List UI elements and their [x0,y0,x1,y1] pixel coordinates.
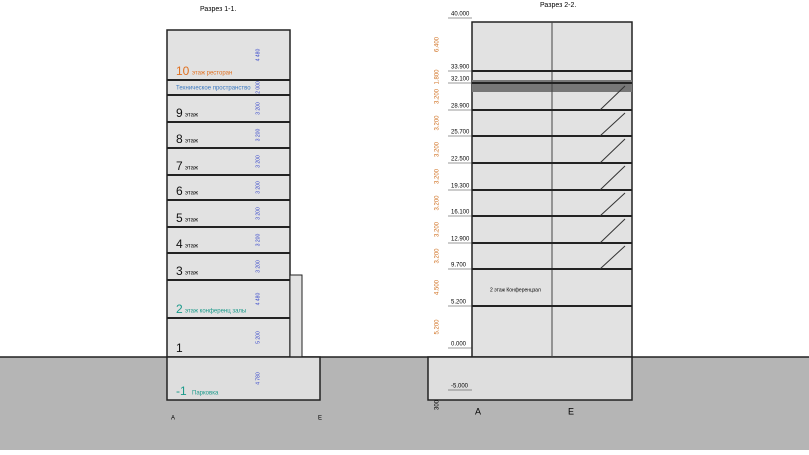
dimension: 3.200 [435,141,441,157]
level-label: 25.700 [451,130,470,136]
level-label: -5.000 [451,384,469,390]
dimension: 2 000 [255,81,261,94]
floor-label: этаж ресторан [192,71,232,77]
floor-label: этаж [185,166,198,172]
dimension: 3 200 [255,181,261,194]
floor-number: 7 [176,159,183,173]
generated: 10 этаж ресторан 4 480 Техническое простран… [167,12,632,422]
level-label: 12.900 [451,237,470,243]
dimension: 3 200 [255,129,261,142]
dimension: 3.200 [435,168,441,184]
dimension: 3 200 [255,102,261,115]
title-1: Разрез 1-1. [200,6,236,13]
dimension: 4 480 [255,293,261,306]
dimension: 4.500 [435,279,441,295]
floor-label: этаж [185,218,198,224]
level-label: 19.300 [451,184,470,190]
dimension: 4 480 [255,49,261,62]
level-label: 9.700 [451,263,467,269]
dimension: 3 200 [255,234,261,247]
title-2: Разрез 2-2. [540,2,576,9]
level-label: 32.100 [451,77,470,83]
dimension: 3.200 [435,195,441,211]
floor-number: 4 [176,237,183,251]
dimension: 4 780 [255,372,261,385]
floor-number: 10 [176,64,190,78]
dimension: 6.400 [435,36,441,52]
floor-number: 1 [176,341,183,355]
axis-label: А [171,416,175,422]
floor-label: этаж [185,244,198,250]
level-label: 40.000 [451,12,470,18]
stair [599,192,626,217]
axis-label: А [475,406,481,416]
basement-2 [427,356,633,401]
stair [599,85,626,111]
axis-label: Е [318,416,322,422]
floor-label: этаж конференц залы [185,309,246,315]
axis-label: Е [568,406,574,416]
dimension: 3.200 [435,115,441,131]
dimension: 1.800 [435,69,441,85]
level-label: 33.900 [451,65,470,71]
stair [599,112,626,137]
floor-number: 9 [176,106,183,120]
floor-number: -1 [176,384,187,398]
dimension: 3.200 [435,88,441,104]
level-label: 16.100 [451,210,470,216]
level-label: 28.900 [451,104,470,110]
floor-label: Парковка [192,391,219,397]
dimension: 300 [435,399,441,410]
floor-number: 2 [176,302,183,316]
stair [599,218,626,244]
floor-label: этаж [185,113,198,119]
stair [599,245,626,270]
dimension: 3 200 [255,207,261,220]
floor-number: 8 [176,132,183,146]
note: 2 этаж Конференцзал [490,287,541,293]
dimension: 5.200 [435,319,441,335]
floor-number: 5 [176,211,183,225]
dimension: 3 200 [255,260,261,273]
stair [599,165,626,191]
dimension: 3.200 [435,248,441,264]
ground [0,357,809,450]
floor-number: 6 [176,184,183,198]
dimension: 5 200 [255,331,261,344]
floor-number: 3 [176,264,183,278]
dimension: 3.200 [435,221,441,237]
floor-label: этаж [185,139,198,145]
floor-label: Техническое пространство [176,86,251,92]
stair [599,138,626,164]
level-label: 0.000 [451,342,467,348]
level-label: 5.200 [451,300,467,306]
floor-label: этаж [185,271,198,277]
level-label: 22.500 [451,157,470,163]
basement-1 [166,356,321,401]
floor-label: этаж [185,191,198,197]
building-1-annex [289,274,303,358]
dimension: 3 200 [255,155,261,168]
